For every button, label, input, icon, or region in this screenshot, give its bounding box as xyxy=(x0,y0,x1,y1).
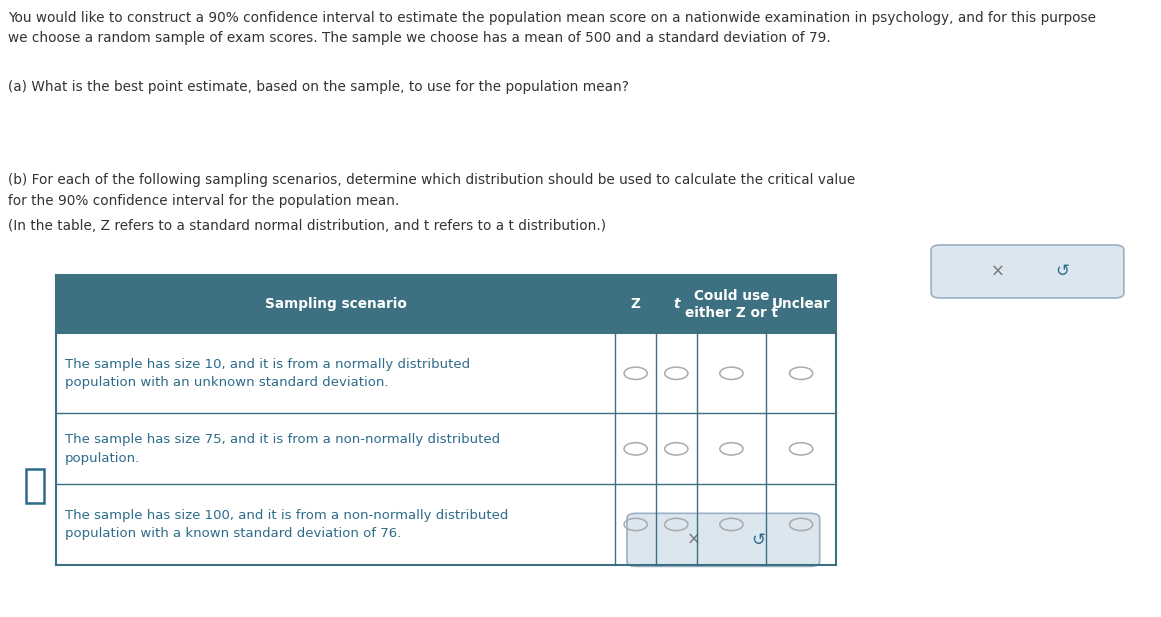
Text: ↺: ↺ xyxy=(1055,262,1069,281)
Text: (In the table, Z refers to a standard normal distribution, and t refers to a t d: (In the table, Z refers to a standard no… xyxy=(8,219,606,233)
Text: (b) For each of the following sampling scenarios, determine which distribution s: (b) For each of the following sampling s… xyxy=(8,173,856,187)
Text: Z: Z xyxy=(630,297,641,311)
Text: Sampling scenario: Sampling scenario xyxy=(265,297,406,311)
FancyBboxPatch shape xyxy=(56,275,836,333)
Text: ×: × xyxy=(687,531,700,549)
Text: The sample has size 100, and it is from a non-normally distributed
population wi: The sample has size 100, and it is from … xyxy=(65,508,509,540)
Text: ×: × xyxy=(991,262,1004,281)
FancyBboxPatch shape xyxy=(627,513,820,566)
Text: ↺: ↺ xyxy=(751,531,765,549)
FancyBboxPatch shape xyxy=(26,469,44,503)
Text: t: t xyxy=(673,297,679,311)
Text: (a) What is the best point estimate, based on the sample, to use for the populat: (a) What is the best point estimate, bas… xyxy=(8,80,629,94)
FancyBboxPatch shape xyxy=(56,484,836,565)
Text: Could use: Could use xyxy=(694,289,769,304)
Text: we choose a random sample of exam scores. The sample we choose has a mean of 500: we choose a random sample of exam scores… xyxy=(8,31,831,45)
Text: The sample has size 75, and it is from a non-normally distributed
population.: The sample has size 75, and it is from a… xyxy=(65,433,500,465)
Text: You would like to construct a 90% confidence interval to estimate the population: You would like to construct a 90% confid… xyxy=(8,11,1096,25)
FancyBboxPatch shape xyxy=(56,413,836,484)
FancyBboxPatch shape xyxy=(56,333,836,413)
Text: for the 90% confidence interval for the population mean.: for the 90% confidence interval for the … xyxy=(8,194,399,209)
Text: The sample has size 10, and it is from a normally distributed
population with an: The sample has size 10, and it is from a… xyxy=(65,357,470,389)
FancyBboxPatch shape xyxy=(931,245,1124,298)
Text: Unclear: Unclear xyxy=(772,297,830,311)
Text: either Z or t: either Z or t xyxy=(685,306,778,320)
